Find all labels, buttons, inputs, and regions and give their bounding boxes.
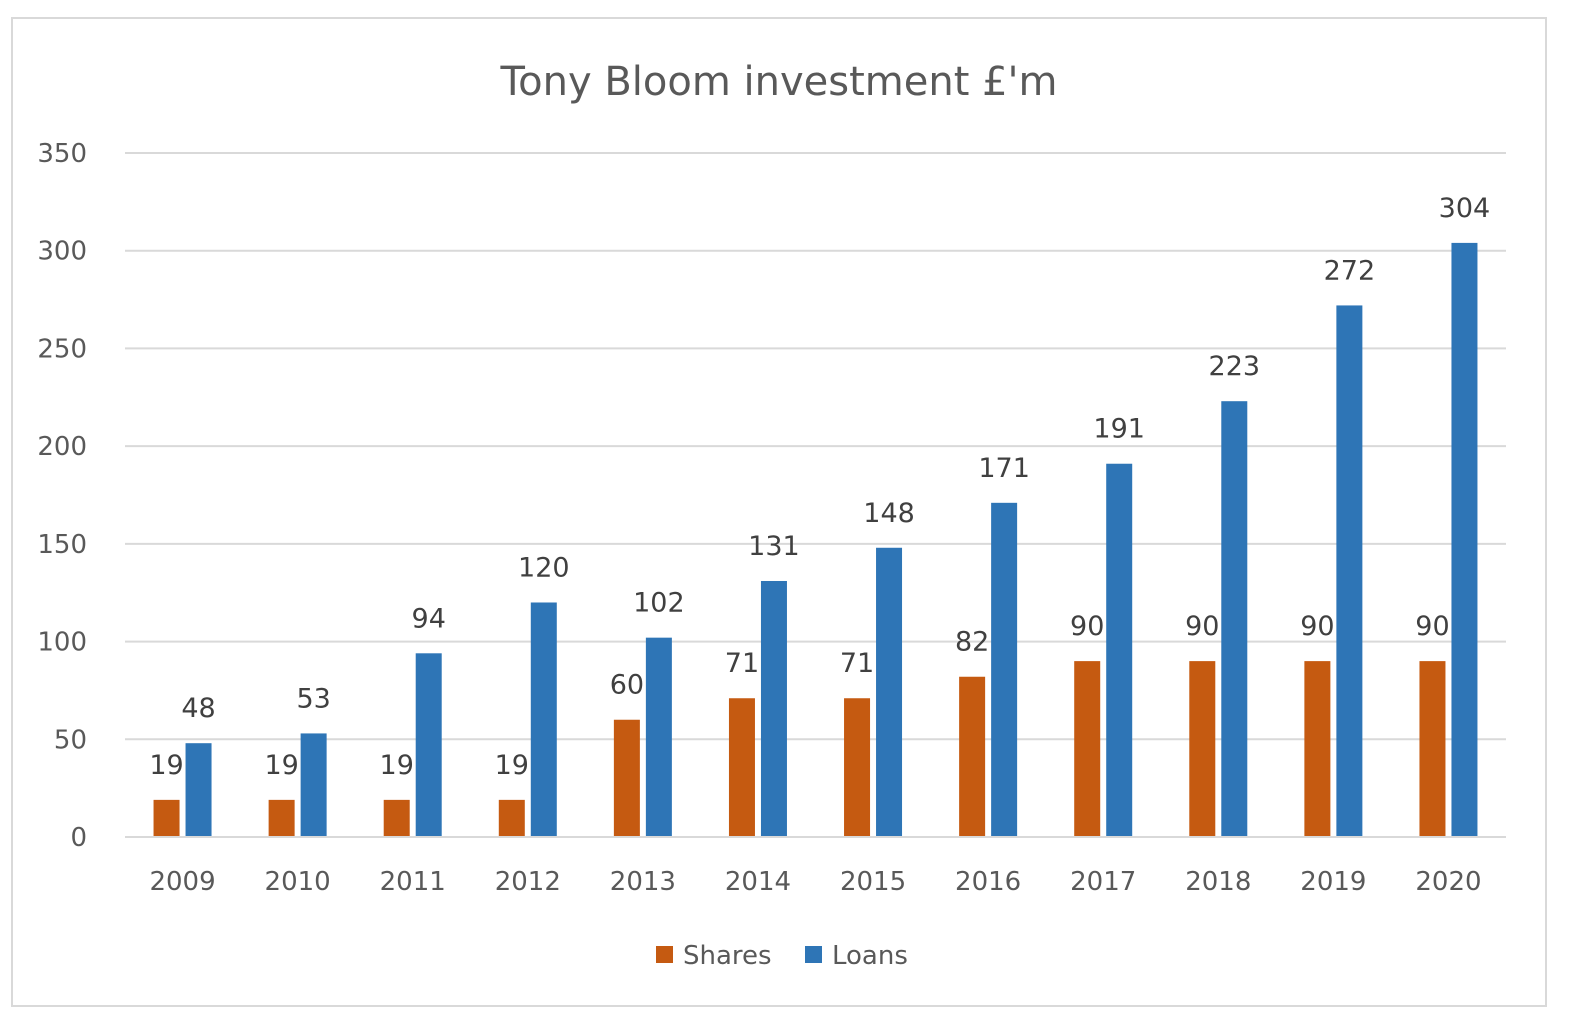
data-labels: 19 48 19 53 19 94 19 120 60 102 71 131 71 148 82 171 90 1… — [149, 193, 1490, 781]
y-tick-label: 200 — [37, 432, 87, 462]
data-label-loans-2014: 131 — [748, 531, 800, 562]
y-tick-label: 350 — [37, 139, 87, 169]
bar-loans-2009 — [185, 743, 212, 837]
data-label-loans-2016: 171 — [978, 453, 1030, 484]
bar-shares-2010 — [268, 799, 295, 837]
x-tick-label: 2020 — [1415, 867, 1481, 897]
x-tick-label: 2015 — [840, 867, 906, 897]
x-tick-label: 2016 — [955, 867, 1021, 897]
data-label-loans-2015: 148 — [863, 498, 915, 529]
data-label-loans-2010: 53 — [296, 683, 330, 714]
y-tick-label: 100 — [37, 628, 87, 658]
data-label-shares-2015: 71 — [840, 648, 874, 679]
data-label-loans-2017: 191 — [1093, 414, 1145, 445]
legend-label-loans: Loans — [832, 941, 908, 971]
data-label-loans-2012: 120 — [518, 552, 570, 583]
y-tick-label: 0 — [70, 823, 87, 853]
data-label-shares-2013: 60 — [610, 670, 644, 701]
bar-shares-2013 — [613, 719, 640, 837]
x-tick-label: 2017 — [1070, 867, 1136, 897]
bar-shares-2014 — [728, 698, 755, 837]
gridlines — [125, 152, 1506, 838]
bar-shares-2009 — [153, 799, 180, 837]
data-label-loans-2009: 48 — [181, 693, 215, 724]
bar-loans-2010 — [300, 733, 327, 837]
bar-loans-2018 — [1221, 401, 1248, 837]
bar-loans-2014 — [760, 580, 787, 837]
data-label-loans-2011: 94 — [412, 603, 446, 634]
x-tick-label: 2010 — [265, 867, 331, 897]
legend: Shares Loans — [656, 941, 908, 971]
bar-loans-2016 — [991, 502, 1018, 837]
x-tick-label: 2018 — [1185, 867, 1251, 897]
data-label-shares-2016: 82 — [955, 627, 989, 658]
data-label-shares-2014: 71 — [725, 648, 759, 679]
bar-shares-2019 — [1304, 661, 1331, 837]
bar-shares-2012 — [498, 799, 525, 837]
bar-shares-2011 — [383, 799, 410, 837]
data-label-shares-2020: 90 — [1415, 611, 1449, 642]
data-label-loans-2013: 102 — [633, 588, 685, 619]
data-label-shares-2012: 19 — [495, 750, 529, 781]
x-tick-label: 2013 — [610, 867, 676, 897]
y-tick-label: 300 — [37, 237, 87, 267]
data-label-shares-2010: 19 — [264, 750, 298, 781]
bars — [125, 242, 1506, 838]
chart-title: Tony Bloom investment £'m — [499, 59, 1057, 105]
data-label-shares-2017: 90 — [1070, 611, 1104, 642]
x-tick-label: 2019 — [1300, 867, 1366, 897]
legend-swatch-shares — [656, 946, 673, 963]
bar-loans-2019 — [1336, 305, 1363, 837]
data-label-shares-2011: 19 — [380, 750, 414, 781]
x-tick-label: 2009 — [149, 867, 215, 897]
bar-loans-2020 — [1451, 242, 1478, 837]
bar-shares-2020 — [1419, 661, 1446, 837]
data-label-shares-2019: 90 — [1300, 611, 1334, 642]
x-axis-tick-labels: 2009 2010 2011 2012 2013 2014 2015 2016 2017 2018… — [149, 867, 1481, 897]
y-tick-label: 150 — [37, 530, 87, 560]
bar-loans-2011 — [415, 653, 442, 837]
y-tick-label: 250 — [37, 334, 87, 364]
x-tick-label: 2012 — [495, 867, 561, 897]
bar-loans-2013 — [645, 637, 672, 837]
bar-loans-2012 — [530, 602, 557, 837]
bar-loans-2017 — [1106, 463, 1133, 837]
bar-shares-2017 — [1074, 661, 1101, 837]
x-tick-label: 2014 — [725, 867, 791, 897]
data-label-loans-2020: 304 — [1439, 193, 1491, 224]
y-tick-label: 50 — [54, 725, 87, 755]
data-label-loans-2019: 272 — [1324, 255, 1376, 286]
bar-shares-2018 — [1189, 661, 1216, 837]
bar-shares-2015 — [844, 698, 871, 837]
data-label-shares-2018: 90 — [1185, 611, 1219, 642]
data-label-loans-2018: 223 — [1209, 351, 1261, 382]
y-axis-tick-labels: 0 50 100 150 200 250 300 350 — [37, 139, 87, 853]
legend-label-shares: Shares — [683, 941, 772, 971]
bar-shares-2016 — [959, 676, 986, 837]
bar-loans-2015 — [876, 547, 903, 837]
x-tick-label: 2011 — [380, 867, 446, 897]
chart-frame — [11, 17, 1547, 1007]
legend-swatch-loans — [805, 946, 822, 963]
data-label-shares-2009: 19 — [149, 750, 183, 781]
